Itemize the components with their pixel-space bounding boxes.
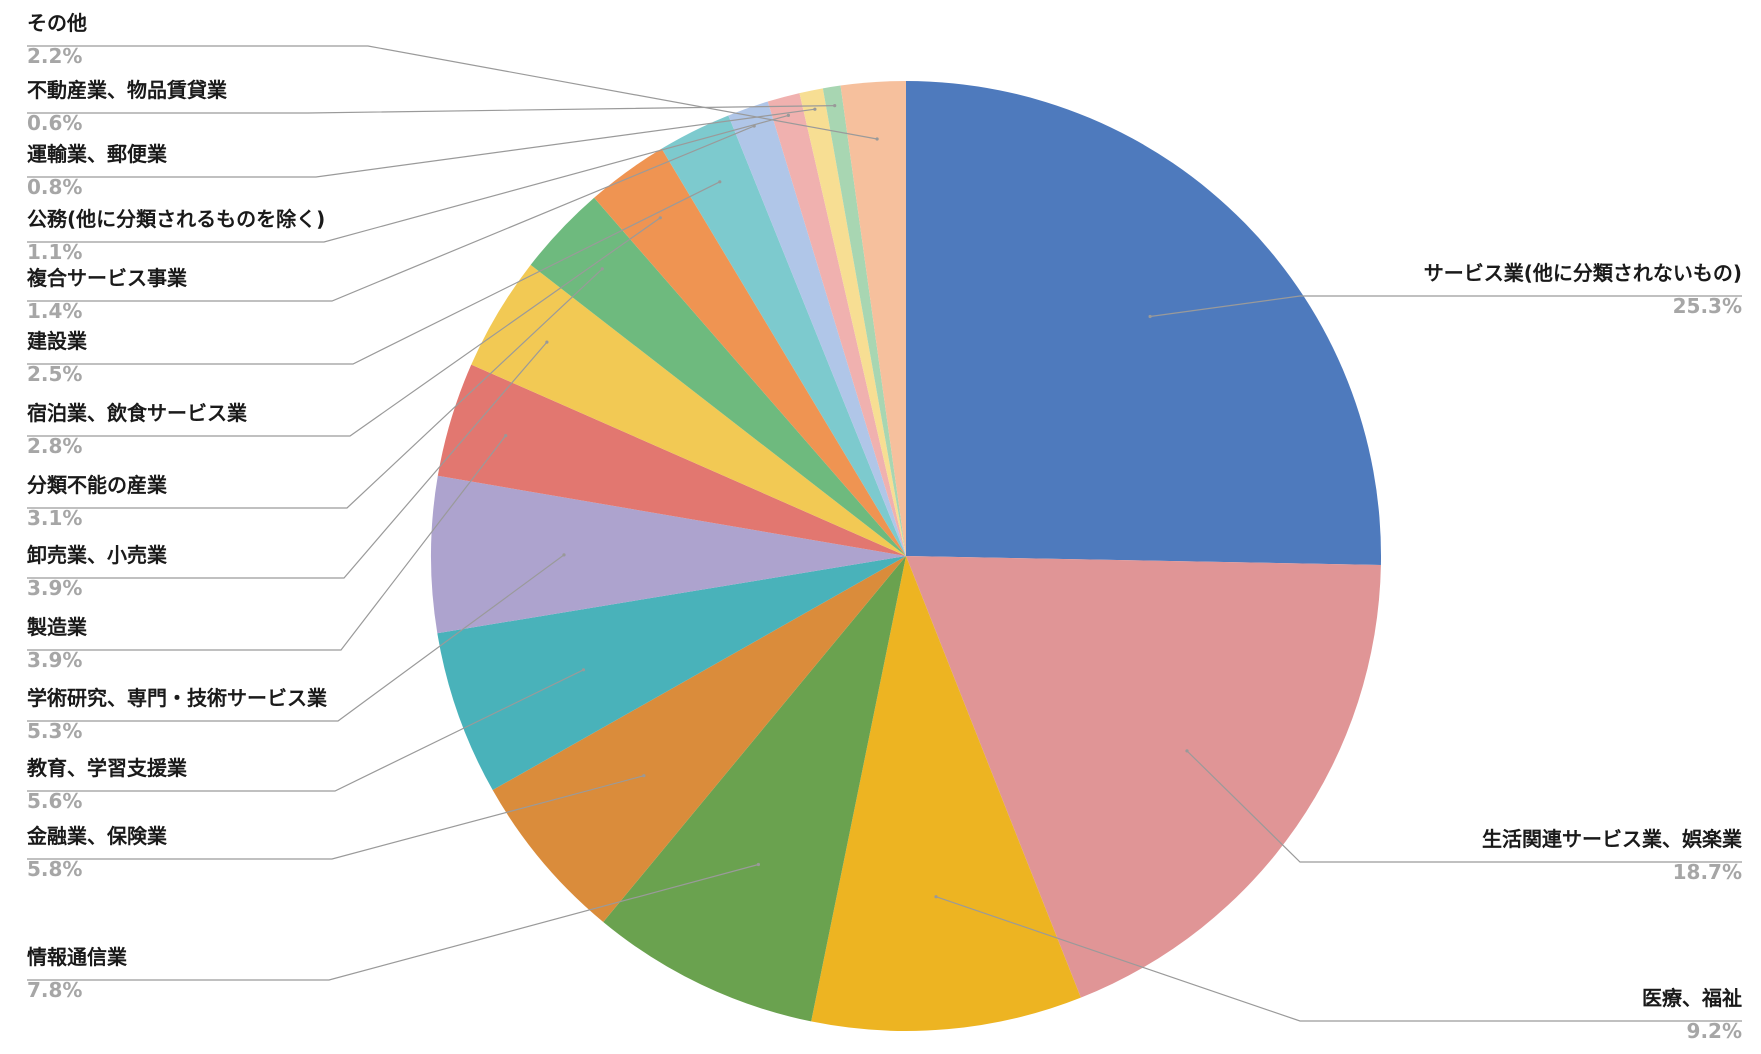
slice-label: 複合サービス事業 — [27, 266, 188, 290]
slice-value-label: 2.5% — [27, 362, 82, 386]
slice-label: 不動産業、物品賃貸業 — [27, 78, 228, 102]
leader-anchor-dot — [934, 895, 938, 899]
slice-label: 宿泊業、飲食サービス業 — [27, 401, 248, 425]
leader-anchor-dot — [504, 434, 508, 438]
pie-slice — [492, 556, 906, 922]
pie-slice — [799, 88, 906, 556]
slice-value-label: 2.8% — [27, 434, 82, 458]
slice-value-label: 0.6% — [27, 111, 82, 135]
slice-label: 運輸業、郵便業 — [27, 142, 168, 166]
leader-anchor-dot — [756, 862, 761, 867]
pie-slice — [728, 101, 906, 556]
pie-slice — [906, 81, 1382, 565]
slice-value-label: 3.9% — [27, 648, 82, 672]
pie-slice — [811, 556, 1081, 1031]
leader-line — [27, 669, 584, 792]
slice-value-label: 9.2% — [1687, 1019, 1742, 1043]
pie-slice — [767, 93, 906, 556]
labels: サービス業(他に分類されないもの) 25.3% 生活関連サービス業、娯楽業 18.7%… — [26, 11, 1743, 1043]
slice-label: 建設業 — [27, 329, 88, 353]
leader-line — [27, 435, 507, 651]
pie-slice — [530, 197, 906, 557]
pie-slice — [661, 115, 906, 557]
leader-lines — [27, 45, 1742, 1022]
slice-value-label: 1.1% — [27, 240, 82, 264]
slice-label: 公務(他に分類されるものを除く) — [27, 207, 325, 231]
slice-value-label: 1.4% — [27, 299, 82, 323]
slice-label: 分類不能の産業 — [27, 473, 168, 497]
pie-slice — [906, 556, 1381, 998]
leader-anchor-dot — [581, 668, 586, 672]
leader-line — [27, 554, 565, 722]
slice-value-label: 7.8% — [27, 978, 82, 1002]
leader-line — [27, 217, 661, 437]
leader-line — [27, 108, 815, 178]
slices — [430, 81, 1382, 1031]
pie-slice — [437, 364, 906, 556]
slice-value-label: 5.6% — [27, 789, 82, 813]
slice-label: 生活関連サービス業、娯楽業 — [1482, 827, 1743, 851]
slice-value-label: 18.7% — [1673, 860, 1742, 884]
leader-line — [27, 775, 645, 860]
pie-slice — [603, 556, 906, 1022]
leader-line — [27, 105, 835, 114]
leader-line — [27, 863, 759, 981]
leader-line — [27, 114, 789, 243]
leader-anchor-dot — [1185, 749, 1189, 753]
slice-label: 医療、福祉 — [1642, 986, 1742, 1010]
slice-value-label: 5.3% — [27, 719, 82, 743]
leader-anchor-dot — [562, 553, 566, 557]
pie-slice — [594, 148, 906, 557]
slice-label: 情報通信業 — [27, 945, 128, 969]
pie-slice — [430, 475, 906, 634]
pie-slice — [471, 264, 906, 556]
slice-label: 製造業 — [27, 615, 88, 639]
pie-slice — [822, 85, 906, 556]
leader-line — [27, 341, 548, 579]
slice-label: 卸売業、小売業 — [27, 543, 168, 567]
pie-slice — [437, 556, 906, 791]
slice-label: 金融業、保険業 — [26, 824, 168, 848]
leader-line — [935, 896, 1742, 1022]
leader-anchor-dot — [813, 107, 817, 111]
leader-line — [27, 45, 878, 140]
leader-line — [1150, 295, 1742, 318]
slice-value-label: 2.2% — [27, 44, 82, 68]
leader-line — [27, 125, 755, 302]
leader-line — [27, 268, 603, 509]
leader-anchor-dot — [658, 216, 662, 220]
leader-anchor-dot — [786, 113, 791, 117]
leader-anchor-dot — [875, 137, 879, 141]
slice-value-label: 3.9% — [27, 576, 82, 600]
leader-anchor-dot — [545, 340, 549, 344]
pie-slice — [840, 81, 906, 556]
slice-label: 学術研究、専門・技術サービス業 — [27, 686, 328, 710]
slice-value-label: 3.1% — [27, 506, 82, 530]
slice-value-label: 0.8% — [27, 175, 82, 199]
slice-value-label: 5.8% — [27, 857, 82, 881]
leader-anchor-dot — [642, 774, 646, 778]
leader-anchor-dot — [833, 104, 837, 108]
slice-value-label: 25.3% — [1673, 294, 1742, 318]
slice-label: その他 — [27, 11, 87, 35]
leader-anchor-dot — [718, 180, 722, 184]
leader-anchor-dot — [600, 267, 604, 271]
slice-label: サービス業(他に分類されないもの) — [1424, 261, 1742, 285]
leader-anchor-dot — [1148, 314, 1152, 319]
leader-line — [1186, 750, 1742, 863]
leader-line — [27, 181, 721, 365]
slice-label: 教育、学習支援業 — [27, 756, 188, 780]
